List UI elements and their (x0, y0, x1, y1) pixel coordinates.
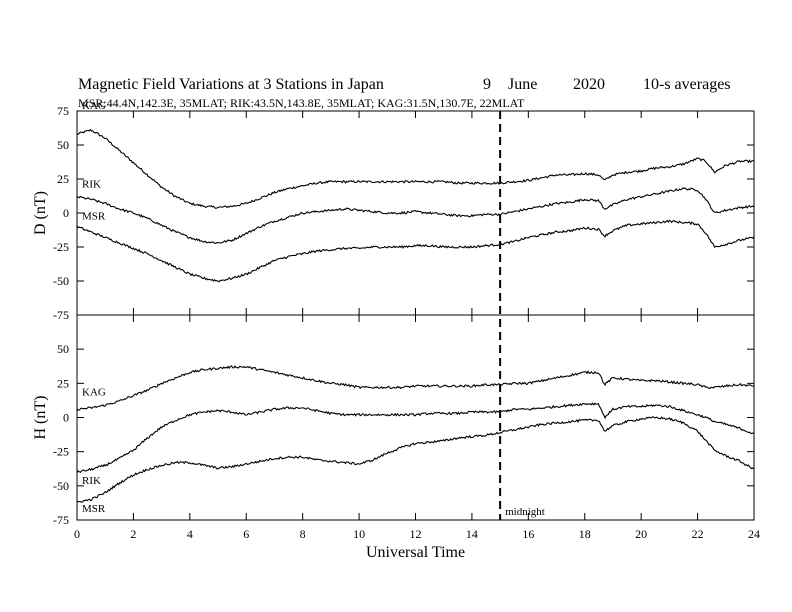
series-line-kag (76, 128, 755, 210)
y-tick-label: 0 (63, 206, 69, 220)
series-label-kag: KAG (82, 386, 106, 398)
panel-declination: 75 50 25 0 -25 -50 -75 D (nT) KAG RIK MSR (32, 100, 755, 322)
chart-subtitle-stations: MSR:44.4N,142.3E, 35MLAT; RIK:43.5N,143.… (78, 96, 525, 110)
y-tick-label: -25 (53, 240, 69, 254)
y-axis-label: H (nT) (32, 396, 49, 440)
x-tick-label: 24 (748, 527, 760, 541)
x-tick-label: 6 (243, 527, 249, 541)
y-tick-label: 50 (57, 138, 69, 152)
x-tick-label: 4 (187, 527, 193, 541)
series-line-msr (76, 219, 755, 283)
series-line-rik (76, 187, 755, 244)
x-tick-label: 14 (466, 527, 478, 541)
series-line-rik (76, 402, 755, 473)
series-label-rik: RIK (82, 475, 101, 487)
chart-title-day: 9 (483, 76, 491, 93)
panel-horizontal: 50 25 0 -25 -50 -75 H (nT) KAG RIK MSR (32, 314, 755, 527)
y-tick-label: 50 (57, 342, 69, 356)
chart-title-year: 2020 (573, 76, 605, 93)
y-tick-label: 25 (57, 172, 69, 186)
x-tick-label: 22 (692, 527, 704, 541)
x-tick-label: 8 (300, 527, 306, 541)
x-tick-label: 10 (353, 527, 365, 541)
series-label-msr: MSR (82, 503, 106, 515)
series-label-msr: MSR (82, 211, 106, 223)
series-label-kag: KAG (82, 100, 106, 112)
x-tick-label: 12 (410, 527, 422, 541)
y-tick-label: -75 (53, 513, 69, 527)
y-tick-label: -50 (53, 274, 69, 288)
y-axis-label: D (nT) (32, 191, 49, 235)
chart-title-averages: 10-s averages (643, 76, 731, 93)
x-tick-label: 18 (579, 527, 591, 541)
x-tick-label: 0 (74, 527, 80, 541)
y-tick-label: -25 (53, 445, 69, 459)
series-line-msr (76, 416, 755, 503)
chart-title-month: June (508, 76, 537, 93)
series-label-rik: RIK (82, 179, 101, 191)
x-tick-label: 2 (130, 527, 136, 541)
y-tick-label: 0 (63, 411, 69, 425)
chart-title: Magnetic Field Variations at 3 Stations … (78, 76, 384, 93)
x-tick-label: 20 (635, 527, 647, 541)
y-tick-label: -75 (53, 308, 69, 322)
x-axis-label: Universal Time (366, 544, 465, 561)
midnight-label: midnight (505, 506, 545, 518)
y-tick-label: 75 (57, 104, 69, 118)
series-line-kag (76, 365, 755, 411)
x-tick-label: 16 (522, 527, 534, 541)
y-tick-label: 25 (57, 376, 69, 390)
y-tick-label: -50 (53, 479, 69, 493)
